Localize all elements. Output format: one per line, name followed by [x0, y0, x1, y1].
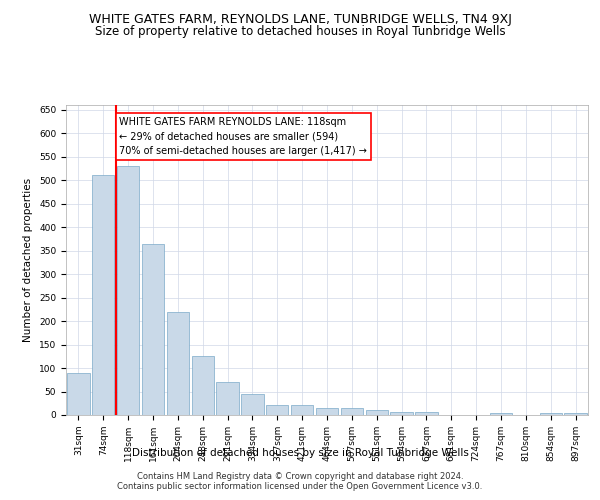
Bar — [241, 394, 263, 415]
Bar — [92, 176, 115, 415]
Bar — [191, 356, 214, 415]
Bar — [316, 408, 338, 415]
Text: Distribution of detached houses by size in Royal Tunbridge Wells: Distribution of detached houses by size … — [131, 448, 469, 458]
Text: WHITE GATES FARM, REYNOLDS LANE, TUNBRIDGE WELLS, TN4 9XJ: WHITE GATES FARM, REYNOLDS LANE, TUNBRID… — [89, 12, 511, 26]
Text: Contains public sector information licensed under the Open Government Licence v3: Contains public sector information licen… — [118, 482, 482, 491]
Text: Size of property relative to detached houses in Royal Tunbridge Wells: Size of property relative to detached ho… — [95, 25, 505, 38]
Bar — [167, 312, 189, 415]
Bar — [291, 404, 313, 415]
Bar — [539, 413, 562, 415]
Bar — [341, 408, 363, 415]
Bar — [266, 404, 289, 415]
Bar — [142, 244, 164, 415]
Bar — [565, 413, 587, 415]
Bar — [365, 410, 388, 415]
Bar — [117, 166, 139, 415]
Bar — [217, 382, 239, 415]
Text: WHITE GATES FARM REYNOLDS LANE: 118sqm
← 29% of detached houses are smaller (594: WHITE GATES FARM REYNOLDS LANE: 118sqm ←… — [119, 116, 367, 156]
Y-axis label: Number of detached properties: Number of detached properties — [23, 178, 34, 342]
Bar — [415, 412, 437, 415]
Bar — [391, 412, 413, 415]
Bar — [67, 372, 89, 415]
Text: Contains HM Land Registry data © Crown copyright and database right 2024.: Contains HM Land Registry data © Crown c… — [137, 472, 463, 481]
Bar — [490, 412, 512, 415]
